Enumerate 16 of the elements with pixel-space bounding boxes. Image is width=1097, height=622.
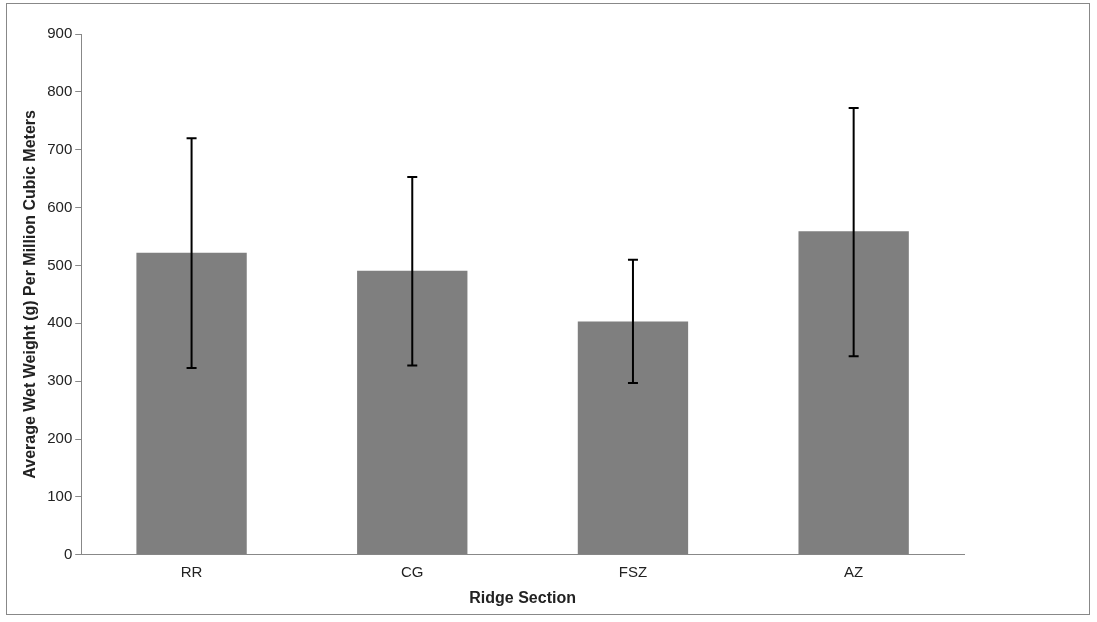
- y-tick-label: 500: [47, 255, 73, 273]
- x-tick-label: AZ: [844, 562, 864, 580]
- y-tick-label: 300: [47, 371, 73, 389]
- y-tick-label: 800: [47, 82, 73, 100]
- x-tick-label: RR: [180, 562, 203, 580]
- y-tick-label: 100: [47, 487, 73, 505]
- y-tick-label: 400: [47, 313, 73, 331]
- y-tick-label: 200: [47, 429, 73, 447]
- x-axis-title: Ridge Section: [469, 588, 576, 606]
- x-tick-label: CG: [401, 562, 424, 580]
- x-tick-label: FSZ: [618, 562, 648, 580]
- y-tick-label: 700: [47, 139, 73, 157]
- y-axis-title: Average Wet Weight (g) Per Million Cubic Meters: [21, 109, 39, 479]
- y-tick-label: 900: [47, 24, 73, 42]
- y-tick-label: 600: [47, 197, 73, 215]
- y-tick-label: 0: [63, 544, 73, 562]
